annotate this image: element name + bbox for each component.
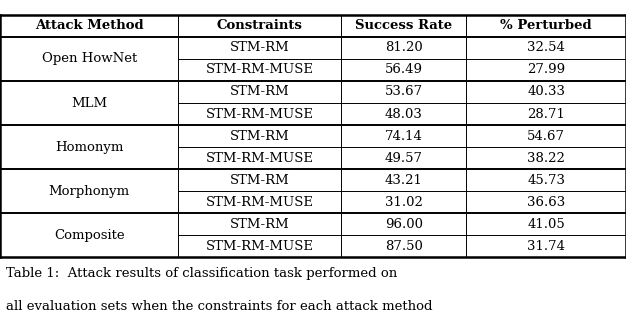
Text: 87.50: 87.50 bbox=[385, 240, 423, 253]
Text: Success Rate: Success Rate bbox=[355, 19, 453, 32]
Text: 54.67: 54.67 bbox=[527, 130, 565, 143]
Text: Attack Method: Attack Method bbox=[35, 19, 143, 32]
Text: MLM: MLM bbox=[71, 96, 107, 110]
Text: STM-RM: STM-RM bbox=[230, 130, 290, 143]
Text: 43.21: 43.21 bbox=[385, 174, 423, 187]
Text: 40.33: 40.33 bbox=[527, 86, 565, 98]
Text: 53.67: 53.67 bbox=[385, 86, 423, 98]
Text: 27.99: 27.99 bbox=[527, 63, 565, 76]
Text: 28.71: 28.71 bbox=[527, 108, 565, 121]
Text: 45.73: 45.73 bbox=[527, 174, 565, 187]
Text: STM-RM-MUSE: STM-RM-MUSE bbox=[206, 240, 314, 253]
Text: Open HowNet: Open HowNet bbox=[41, 52, 137, 65]
Text: STM-RM-MUSE: STM-RM-MUSE bbox=[206, 152, 314, 165]
Text: Table 1:  Attack results of classification task performed on: Table 1: Attack results of classificatio… bbox=[6, 267, 398, 280]
Text: STM-RM: STM-RM bbox=[230, 218, 290, 231]
Text: Composite: Composite bbox=[54, 229, 125, 242]
Text: % Perturbed: % Perturbed bbox=[500, 19, 592, 32]
Text: all evaluation sets when the constraints for each attack method: all evaluation sets when the constraints… bbox=[6, 300, 433, 313]
Text: 49.57: 49.57 bbox=[385, 152, 423, 165]
Text: STM-RM: STM-RM bbox=[230, 86, 290, 98]
Text: Homonym: Homonym bbox=[55, 141, 123, 154]
Text: STM-RM: STM-RM bbox=[230, 174, 290, 187]
Text: Constraints: Constraints bbox=[217, 19, 303, 32]
Text: 32.54: 32.54 bbox=[527, 41, 565, 54]
Text: 96.00: 96.00 bbox=[385, 218, 423, 231]
Text: 31.02: 31.02 bbox=[385, 196, 423, 209]
Text: STM-RM-MUSE: STM-RM-MUSE bbox=[206, 63, 314, 76]
Text: Morphonym: Morphonym bbox=[49, 185, 130, 198]
Text: 41.05: 41.05 bbox=[527, 218, 565, 231]
Text: 36.63: 36.63 bbox=[527, 196, 565, 209]
Text: 56.49: 56.49 bbox=[385, 63, 423, 76]
Text: STM-RM: STM-RM bbox=[230, 41, 290, 54]
Text: 31.74: 31.74 bbox=[527, 240, 565, 253]
Text: STM-RM-MUSE: STM-RM-MUSE bbox=[206, 196, 314, 209]
Text: 74.14: 74.14 bbox=[385, 130, 423, 143]
Text: STM-RM-MUSE: STM-RM-MUSE bbox=[206, 108, 314, 121]
Text: 81.20: 81.20 bbox=[385, 41, 423, 54]
Text: 38.22: 38.22 bbox=[527, 152, 565, 165]
Text: 48.03: 48.03 bbox=[385, 108, 423, 121]
